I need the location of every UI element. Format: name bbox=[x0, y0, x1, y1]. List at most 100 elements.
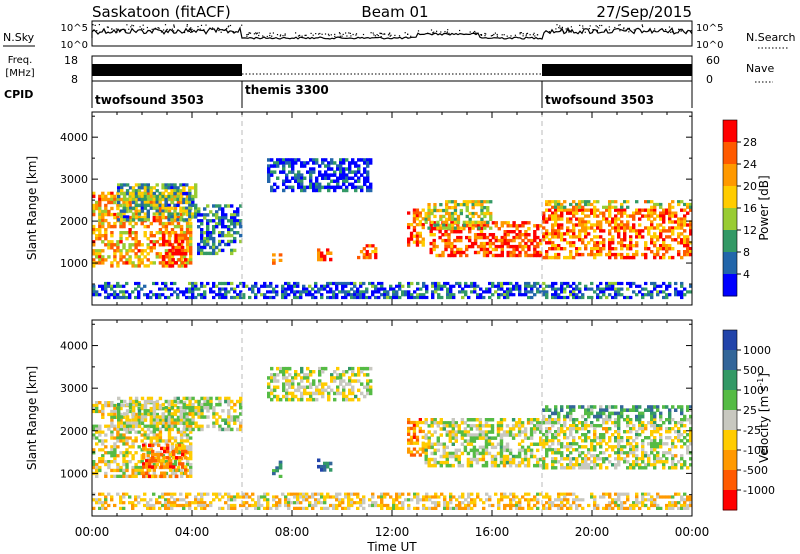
echo-cell bbox=[317, 464, 321, 469]
echo-cell bbox=[140, 192, 145, 196]
echo-cell bbox=[330, 179, 334, 183]
echo-cell bbox=[107, 209, 111, 214]
echo-cell bbox=[185, 194, 190, 199]
echo-cell bbox=[122, 203, 127, 207]
echo-cell bbox=[152, 436, 156, 440]
echo-cell bbox=[460, 451, 465, 456]
echo-cell bbox=[599, 211, 603, 215]
echo-cell bbox=[166, 446, 170, 451]
echo-cell bbox=[131, 445, 135, 449]
echo-cell bbox=[415, 231, 420, 235]
echo-cell bbox=[656, 442, 660, 446]
echo-cell bbox=[110, 412, 114, 417]
noise-search-dot bbox=[186, 25, 188, 27]
echo-cell bbox=[227, 225, 231, 229]
echo-cell bbox=[478, 436, 483, 440]
echo-cell bbox=[366, 170, 370, 174]
echo-cell bbox=[438, 253, 442, 258]
echo-cell bbox=[270, 366, 274, 371]
echo-cell bbox=[596, 293, 600, 297]
echo-cell bbox=[644, 287, 648, 291]
echo-cell bbox=[620, 252, 624, 257]
echo-cell bbox=[221, 210, 225, 214]
echo-cell bbox=[505, 430, 510, 434]
echo-cell bbox=[422, 295, 426, 300]
echo-cell bbox=[215, 204, 219, 208]
echo-cell bbox=[650, 433, 654, 437]
echo-cell bbox=[465, 244, 469, 249]
echo-cell bbox=[551, 287, 555, 291]
echo-cell bbox=[442, 223, 446, 227]
echo-cell bbox=[149, 399, 154, 404]
echo-cell bbox=[267, 167, 271, 171]
echo-cell bbox=[311, 287, 315, 291]
echo-cell bbox=[125, 462, 129, 467]
echo-cell bbox=[152, 281, 156, 286]
echo-cell bbox=[545, 229, 549, 233]
echo-cell bbox=[523, 436, 528, 440]
echo-cell bbox=[430, 433, 434, 437]
echo-cell bbox=[374, 250, 378, 254]
echo-cell bbox=[101, 287, 105, 291]
echo-cell bbox=[447, 235, 451, 240]
echo-cell bbox=[665, 436, 669, 440]
echo-cell bbox=[92, 427, 96, 431]
echo-cell bbox=[335, 287, 339, 291]
noise-search-dot bbox=[190, 27, 192, 29]
echo-cell bbox=[318, 382, 322, 386]
echo-cell bbox=[239, 421, 243, 425]
echo-cell bbox=[218, 242, 222, 247]
echo-cell bbox=[227, 396, 231, 401]
echo-cell bbox=[351, 379, 355, 383]
echo-cell bbox=[107, 465, 111, 470]
echo-cell bbox=[427, 214, 431, 219]
echo-cell bbox=[442, 445, 446, 450]
echo-cell bbox=[215, 245, 219, 250]
echo-cell bbox=[152, 412, 157, 416]
echo-cell bbox=[572, 418, 576, 422]
echo-cell bbox=[227, 290, 231, 294]
echo-cell bbox=[257, 287, 261, 291]
echo-cell bbox=[497, 238, 501, 243]
echo-cell bbox=[536, 281, 540, 286]
echo-cell bbox=[566, 457, 570, 461]
echo-cell bbox=[233, 409, 237, 413]
colorbar-tick-label: 24 bbox=[743, 158, 757, 171]
echo-cell bbox=[116, 264, 120, 268]
echo-cell bbox=[146, 183, 150, 187]
echo-cell bbox=[191, 212, 195, 216]
echo-cell bbox=[92, 258, 96, 262]
echo-cell bbox=[462, 203, 466, 207]
echo-cell bbox=[173, 403, 178, 408]
echo-cell bbox=[377, 295, 381, 300]
echo-cell bbox=[148, 443, 152, 448]
noise-search-dot bbox=[269, 34, 271, 37]
echo-cell bbox=[635, 211, 639, 215]
echo-cell bbox=[251, 290, 255, 294]
echo-cell bbox=[520, 445, 525, 450]
echo-cell bbox=[98, 224, 102, 229]
echo-cell bbox=[134, 281, 138, 286]
noise-search-dot bbox=[158, 27, 160, 29]
echo-cell bbox=[362, 247, 366, 251]
echo-cell bbox=[472, 424, 477, 428]
echo-cell bbox=[101, 209, 105, 214]
echo-cell bbox=[230, 399, 234, 404]
echo-cell bbox=[453, 217, 458, 221]
echo-cell bbox=[644, 247, 648, 251]
echo-cell bbox=[327, 167, 331, 171]
echo-cell bbox=[653, 439, 657, 443]
noise-search-dot bbox=[582, 27, 584, 29]
echo-cell bbox=[641, 460, 645, 464]
echo-cell bbox=[623, 208, 627, 212]
echo-cell bbox=[317, 257, 321, 262]
echo-cell bbox=[569, 284, 573, 288]
echo-cell bbox=[512, 293, 516, 297]
echo-cell bbox=[148, 474, 152, 479]
echo-cell bbox=[173, 418, 177, 422]
noise-search-dot bbox=[417, 30, 420, 32]
echo-cell bbox=[185, 197, 189, 202]
echo-cell bbox=[641, 454, 645, 458]
echo-cell bbox=[626, 436, 630, 440]
noise-search-dot bbox=[570, 31, 572, 33]
